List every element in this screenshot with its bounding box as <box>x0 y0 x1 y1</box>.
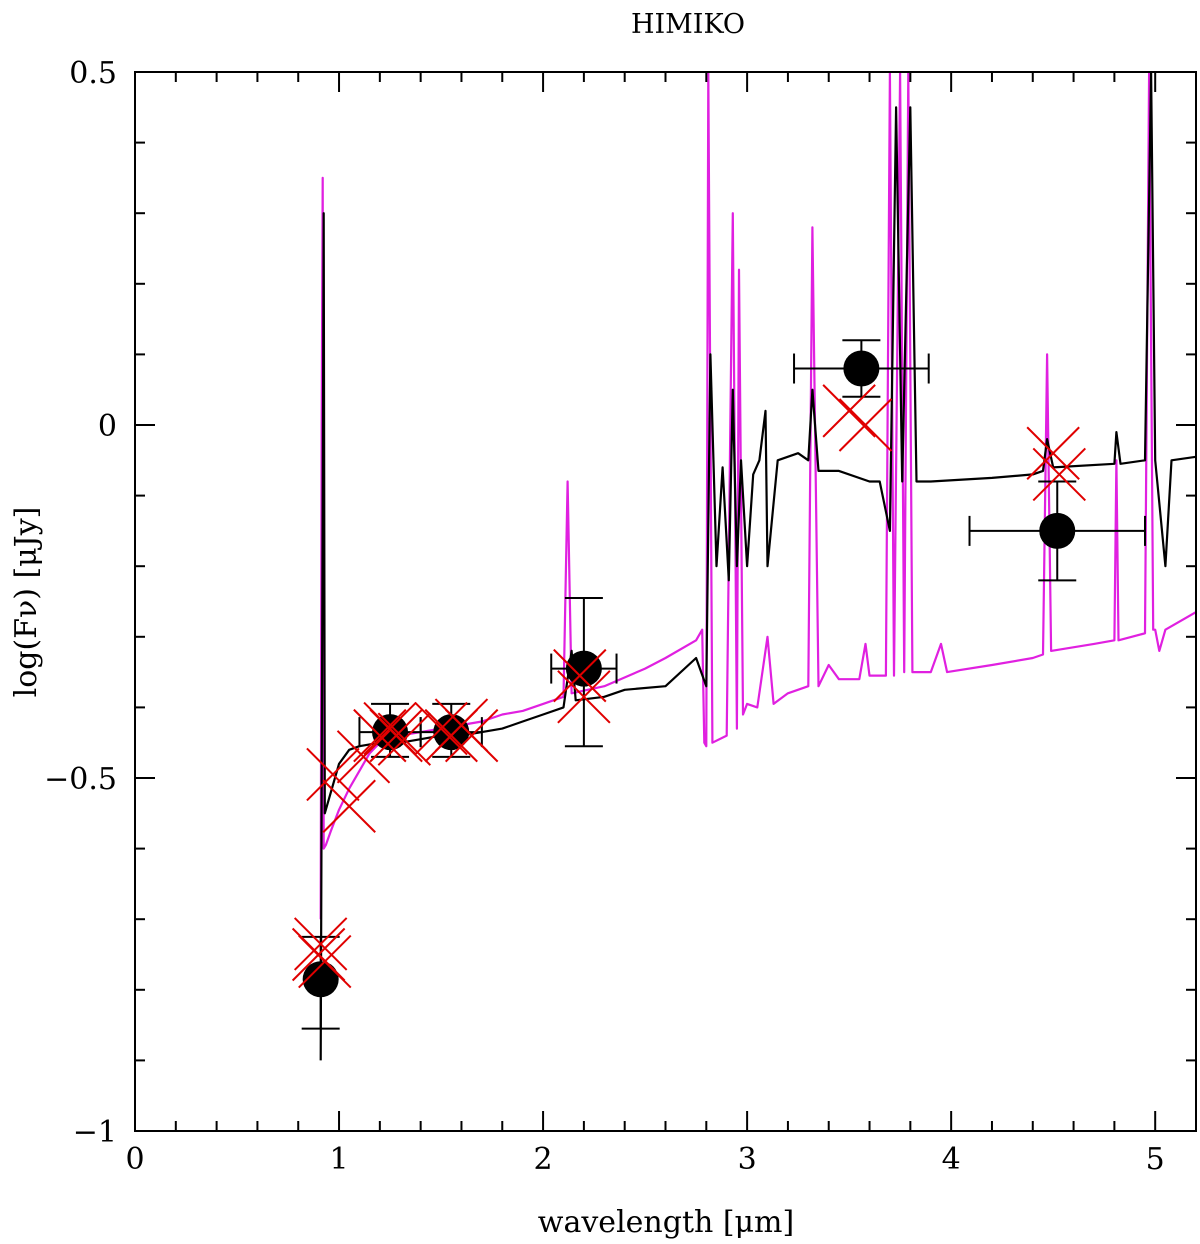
observed-point <box>372 714 409 751</box>
observed-point <box>302 961 339 998</box>
axis-tick-labels: 0 1 2 3 4 5 −1 −0.5 0 0.5 <box>44 56 1165 1177</box>
x-tick-label: 3 <box>738 1142 757 1177</box>
model-cross-marker <box>822 384 876 438</box>
x-tick-label: 4 <box>942 1142 961 1177</box>
model-cross-marker <box>353 708 407 763</box>
y-tick-label: 0.5 <box>69 56 117 91</box>
observed-points <box>302 350 1076 998</box>
x-axis-label: wavelength [μm] <box>538 1205 794 1240</box>
chart-title: HIMIKO <box>631 9 745 40</box>
x-tick-label: 1 <box>329 1142 348 1177</box>
observed-point <box>843 350 880 387</box>
model-cross-marker <box>553 648 607 703</box>
model-cross-marker <box>1026 426 1080 480</box>
model-cross-marker <box>306 747 360 802</box>
model-cross-marker <box>298 934 352 989</box>
model-cross-marker <box>293 917 348 971</box>
plot-frame <box>134 71 1197 1132</box>
axis-ticks <box>134 71 1197 1132</box>
x-tick-label: 2 <box>534 1142 553 1177</box>
model-spectra <box>319 72 1196 1061</box>
model-cross-marker <box>444 708 499 763</box>
model-cross-marker <box>377 712 432 766</box>
y-tick-label: 0 <box>98 409 117 444</box>
observed-point <box>1039 512 1076 549</box>
model-cross-marker <box>1032 447 1087 502</box>
spectrum-line-3 <box>319 72 1196 1061</box>
x-tick-label: 5 <box>1146 1142 1165 1177</box>
model-photometry-crosses <box>291 384 1087 989</box>
observed-error-bars <box>301 339 1146 1030</box>
model-cross-marker <box>322 779 376 833</box>
model-cross-marker <box>838 398 893 452</box>
model-cross-marker <box>557 670 611 724</box>
x-tick-label: 0 <box>125 1142 144 1177</box>
model-cross-marker <box>414 701 468 756</box>
y-axis-label: log(Fν) [μJy] <box>9 507 44 698</box>
model-cross-marker <box>369 708 423 763</box>
spectrum-line-2 <box>319 72 1196 920</box>
y-tick-label: −1 <box>73 1115 117 1150</box>
model-cross-marker <box>336 730 391 784</box>
y-tick-label: −0.5 <box>44 762 117 797</box>
observed-point <box>565 650 602 687</box>
